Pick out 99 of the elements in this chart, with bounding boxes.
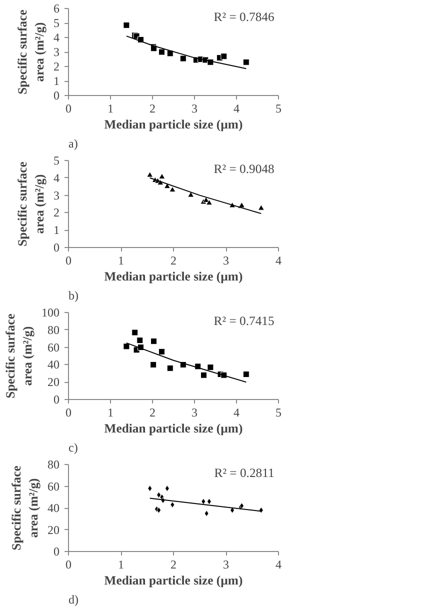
- x-tick-label: 0: [66, 102, 72, 116]
- point: [166, 364, 174, 372]
- y-tick-label: 40: [48, 501, 60, 515]
- y-tick-label: 100: [42, 306, 60, 320]
- point: [230, 506, 235, 514]
- x-tick-label: 2: [170, 254, 176, 268]
- point: [123, 22, 130, 28]
- x-tick-label: 4: [234, 102, 240, 116]
- x-tick-label: 0: [66, 558, 72, 572]
- point: [148, 485, 152, 492]
- point: [164, 182, 170, 189]
- x-tick-label: 2: [170, 558, 176, 572]
- y-tick-label: 5: [54, 16, 60, 30]
- text: a): [68, 136, 78, 150]
- y-tick-label: 3: [54, 188, 60, 202]
- y-tick-label: 0: [54, 240, 60, 254]
- x-tick-label: 3: [223, 254, 229, 268]
- point: [158, 48, 165, 56]
- point: [258, 506, 264, 514]
- x-axis-title: Median particle size (µm): [104, 422, 243, 436]
- y-tick-label: 0: [54, 88, 60, 102]
- point: [188, 192, 194, 198]
- point: [164, 485, 170, 492]
- point: [158, 173, 166, 180]
- point: [146, 172, 154, 178]
- y-tick-label: 80: [48, 458, 60, 472]
- y-axis-title: Specific surface area (m²/g): [16, 9, 46, 94]
- text: b): [68, 288, 78, 302]
- y-tick-label: 0: [54, 392, 60, 406]
- annotation: R² = 0.7846: [214, 10, 274, 24]
- point: [156, 506, 162, 514]
- x-tick-label: 1: [108, 102, 114, 116]
- annotation: R² = 0.9048: [214, 162, 274, 176]
- point: [170, 501, 175, 508]
- y-tick-label: 4: [54, 30, 60, 44]
- x-tick-label: 4: [276, 558, 282, 572]
- y-axis-title: Specific surface area (m²/g): [16, 161, 46, 246]
- y-axis-title: Specific surface area (m²/g): [4, 313, 34, 398]
- y-tick-label: 4: [54, 170, 60, 185]
- x-tick-label: 4: [234, 406, 240, 420]
- x-tick-label: 5: [276, 102, 282, 116]
- point: [136, 337, 144, 344]
- y-tick-label: 5: [54, 154, 60, 168]
- x-tick-label: 2: [150, 406, 156, 420]
- point: [180, 55, 186, 62]
- x-tick-label: 3: [223, 558, 229, 572]
- y-tick-label: 1: [54, 223, 60, 238]
- point: [194, 363, 202, 370]
- annotation: R² = 0.2811: [214, 466, 274, 480]
- y-axis-title: Specific surface area (m²/g): [10, 465, 40, 550]
- text: d): [68, 592, 78, 606]
- point: [150, 361, 157, 368]
- x-tick-label: 1: [108, 406, 114, 420]
- y-tick-label: 3: [54, 45, 60, 59]
- y-tick-label: 60: [48, 479, 60, 494]
- annotation: R² = 0.7415: [214, 314, 274, 328]
- x-axis-title: Median particle size (µm): [104, 118, 243, 132]
- point: [150, 338, 158, 344]
- x-tick-label: 1: [118, 254, 124, 268]
- y-tick-label: 60: [48, 340, 60, 354]
- y-tick-label: 20: [48, 375, 60, 390]
- x-tick-label: 3: [192, 406, 198, 420]
- y-tick-label: 20: [48, 522, 60, 537]
- x-tick-label: 0: [66, 406, 72, 420]
- point: [206, 199, 212, 206]
- x-axis-title: Median particle size (µm): [104, 270, 243, 284]
- x-tick-label: 0: [66, 254, 72, 268]
- point: [132, 329, 138, 336]
- point: [242, 371, 250, 378]
- y-tick-label: 2: [54, 60, 60, 74]
- point: [207, 58, 214, 66]
- point: [206, 498, 212, 505]
- point: [123, 343, 130, 350]
- y-tick-label: 40: [48, 358, 60, 372]
- y-tick-label: 80: [48, 322, 60, 337]
- point: [242, 58, 250, 66]
- point: [220, 53, 228, 60]
- point: [156, 492, 162, 498]
- point: [158, 348, 165, 355]
- y-tick-label: 6: [54, 2, 60, 16]
- x-tick-label: 2: [150, 102, 156, 116]
- y-tick-label: 0: [54, 544, 60, 558]
- y-tick-label: 1: [54, 74, 60, 88]
- point: [166, 50, 174, 57]
- x-axis-title: Median particle size (µm): [104, 574, 243, 588]
- point: [207, 364, 214, 371]
- point: [169, 186, 176, 192]
- line-series: [126, 36, 247, 70]
- point: [201, 498, 206, 505]
- x-tick-label: 4: [276, 254, 282, 268]
- x-tick-label: 3: [192, 102, 198, 116]
- point: [200, 372, 207, 378]
- point: [204, 510, 209, 517]
- y-tick-label: 2: [54, 206, 60, 220]
- point: [258, 204, 264, 210]
- x-tick-label: 5: [276, 406, 282, 420]
- point: [229, 202, 236, 208]
- x-tick-label: 1: [118, 558, 124, 572]
- text: c): [68, 440, 78, 454]
